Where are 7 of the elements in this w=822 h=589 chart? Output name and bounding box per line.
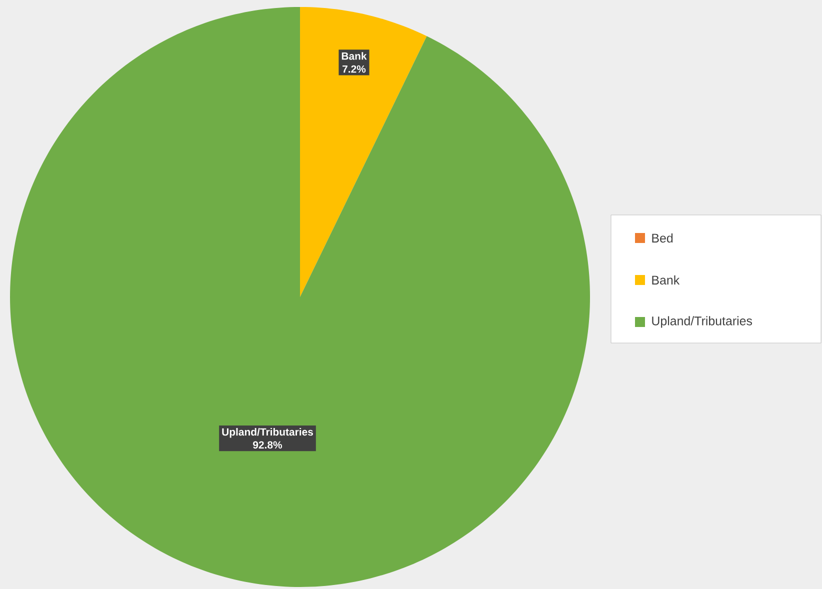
legend-label: Bank bbox=[652, 275, 680, 285]
data-label: 7.2% bbox=[342, 65, 366, 73]
data-label: 92.8% bbox=[253, 441, 282, 449]
slice-label: Upland/Tributaries bbox=[222, 428, 313, 438]
legend-label: Bed bbox=[652, 233, 673, 243]
slice-label: Bank bbox=[342, 52, 367, 60]
legend-label: Upland/Tributaries bbox=[652, 316, 752, 328]
